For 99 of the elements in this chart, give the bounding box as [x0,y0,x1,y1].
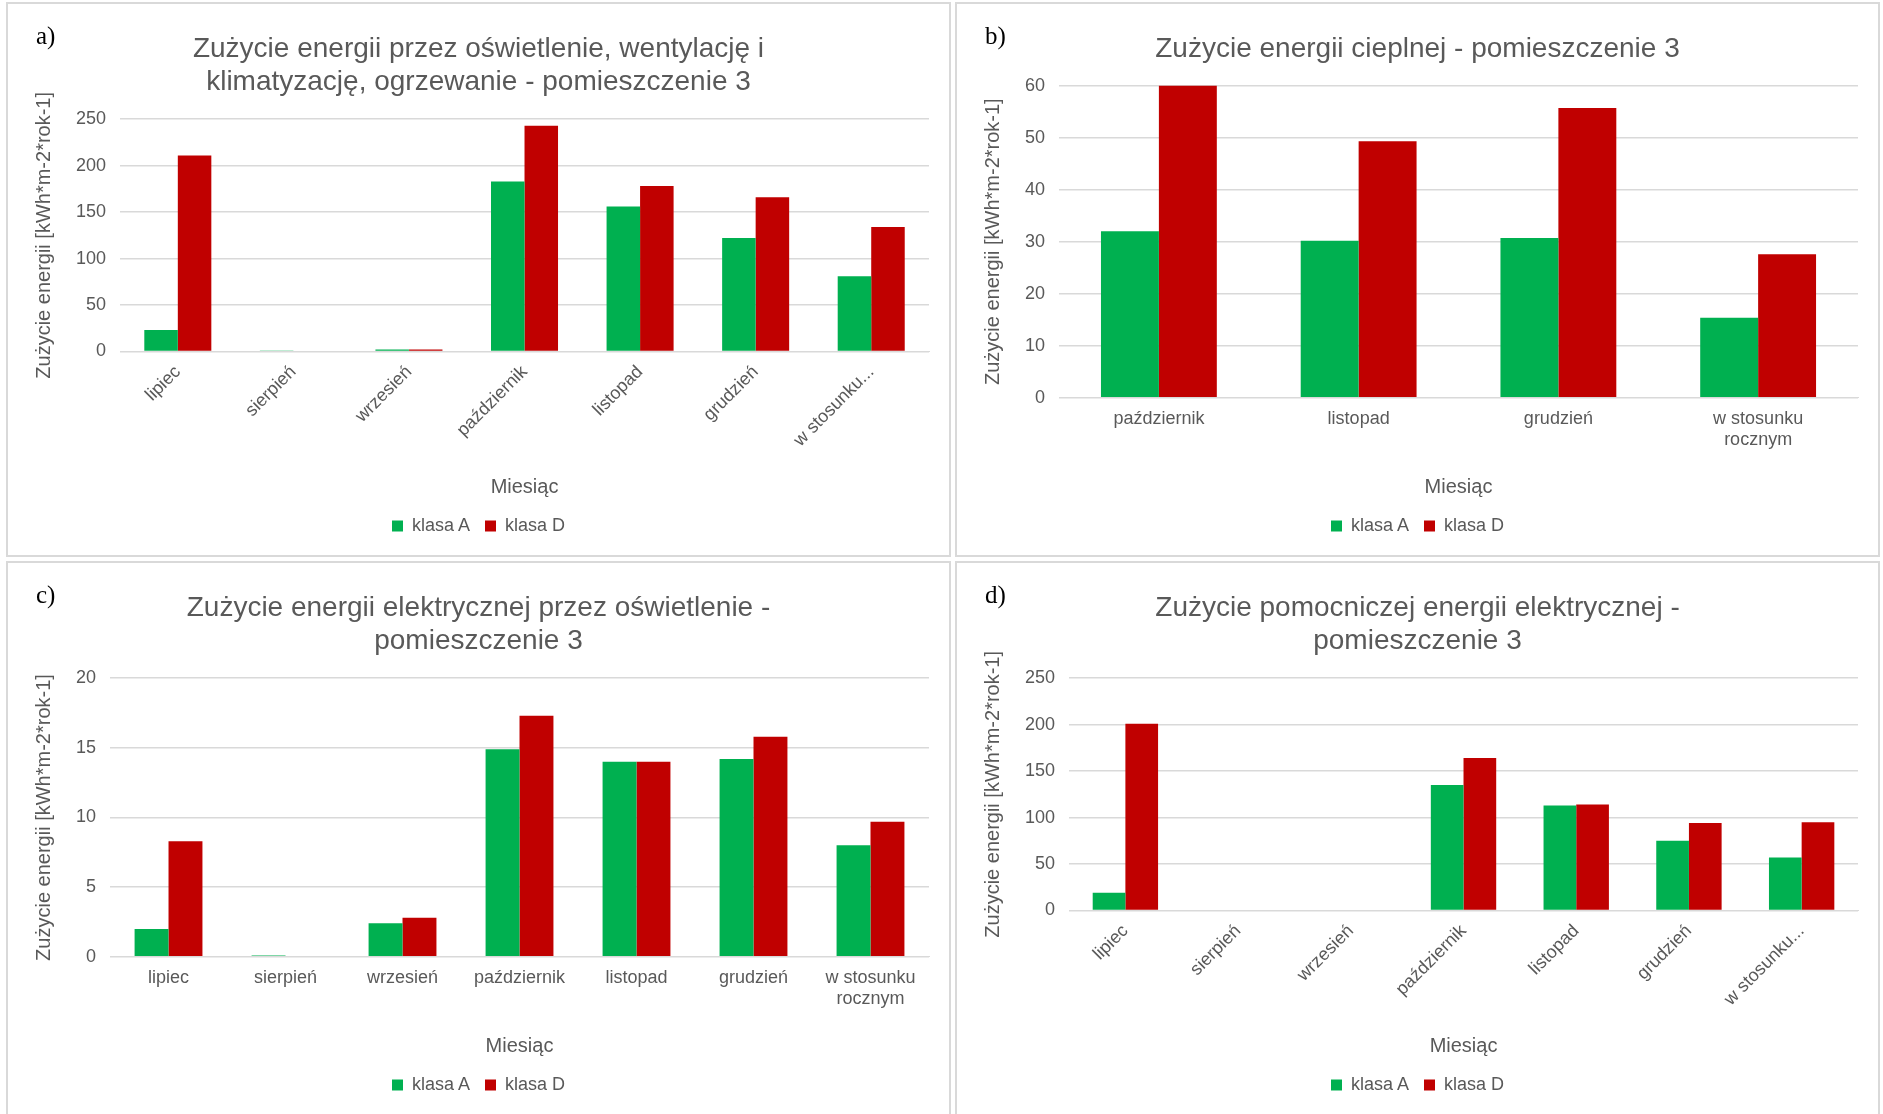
y-axis-title: Zużycie energii [kWh*m-2*rok-1] [31,91,54,379]
bar [1576,804,1609,910]
x-tick-label: grudzień [1523,407,1593,428]
text: d) [985,581,1006,609]
bar [870,821,905,957]
y-tick-label: 10 [1024,334,1046,355]
bar [837,276,872,351]
bar [1100,231,1159,398]
chart-title: Zużycie energii elektrycznej przez oświetlenie - pomieszczenie 3 [186,590,771,656]
bar [836,845,871,957]
y-tick-label: 20 [1024,282,1046,303]
bar [753,736,788,957]
bar [1092,892,1126,910]
legend-label: klasa D [1444,514,1505,535]
bar [1543,805,1577,910]
bar [1125,723,1159,910]
bar [1558,107,1617,398]
bar [602,761,637,957]
bar [719,758,754,957]
x-tick-label: październik [473,966,567,987]
bar [1358,141,1417,398]
bar [640,186,674,351]
text: c) [36,581,56,609]
x-tick-label: sierpień [253,966,318,987]
bar [1758,254,1817,398]
y-tick-label: 50 [1024,126,1046,147]
chart-title: Zużycie energii przez oświetlenie, wentylację i klimatyzację, ogrzewanie - pomieszczenie 3 [192,31,765,97]
y-tick-label: 250 [1024,667,1056,688]
bar [1656,840,1689,910]
bar [722,238,756,351]
y-tick-label: 0 [1045,899,1056,920]
text: b) [985,22,1006,50]
bar [755,197,790,351]
y-tick-label: 0 [1035,386,1046,407]
bar [1700,317,1759,398]
x-tick-label: listopad [605,966,668,987]
y-tick-label: 0 [96,340,107,361]
y-tick-label: 100 [1024,806,1056,827]
y-tick-label: 150 [75,201,107,222]
bar [177,155,212,351]
legend-label: klasa D [505,1073,566,1094]
bar [1500,238,1559,398]
y-tick-label: 20 [75,667,97,688]
bar [1688,823,1722,910]
x-axis-title: Miesiąc [485,1033,554,1056]
y-tick-label: 50 [1035,852,1056,873]
bar [168,841,203,957]
bar [606,206,641,351]
y-tick-label: 40 [1024,178,1046,199]
x-axis-title: Miesiąc [1429,1033,1498,1056]
legend-label: klasa A [411,1073,471,1094]
y-tick-label: 60 [1024,74,1046,95]
y-axis-title: Zużycie energii [kWh*m-2*rok-1] [31,674,54,961]
x-tick-label: lipiec [148,966,190,987]
y-tick-label: 5 [86,876,97,897]
y-tick-label: 100 [75,247,107,268]
x-tick-label: w stosunku rocznym [824,966,916,1009]
y-tick-label: 150 [1024,760,1056,781]
y-axis-title: Zużycie energii [kWh*m-2*rok-1] [980,98,1003,386]
bar [1300,240,1359,398]
y-tick-label: 0 [86,945,97,966]
bar [1768,857,1802,910]
bar [144,330,178,351]
chart-title: Zużycie energii cieplnej - pomieszczenie 3 [1155,31,1680,63]
x-tick-label: październik [1113,407,1206,428]
bar [636,761,671,957]
bar [519,715,554,957]
y-tick-label: 30 [1024,230,1046,251]
bar [871,226,905,351]
x-axis-title: Miesiąc [1424,474,1493,497]
text: a) [36,22,56,50]
legend-label: klasa D [1444,1073,1505,1094]
bar [491,181,525,351]
legend-label: klasa A [411,514,471,535]
legend-label: klasa A [1350,1073,1410,1094]
x-tick-label: wrzesień [366,966,439,987]
bar [1158,85,1217,398]
bar [1430,785,1464,910]
y-tick-label: 10 [75,806,97,827]
x-tick-label: w stosunku rocznym [1712,407,1804,450]
bar [134,928,169,957]
y-axis-title: Zużycie energii [kWh*m-2*rok-1] [980,650,1003,938]
chart-title: Zużycie pomocniczej energii elektrycznej - pomieszczenie 3 [1155,590,1680,656]
y-tick-label: 250 [75,108,107,129]
x-tick-label: grudzień [718,966,789,987]
legend-label: klasa A [1350,514,1410,535]
x-axis-title: Miesiąc [490,474,559,497]
y-tick-label: 50 [86,293,107,314]
bar [368,923,403,957]
x-tick-label: listopad [1327,407,1390,428]
bar [485,749,520,957]
bar [524,125,559,351]
bar [1463,758,1497,910]
bar [402,917,437,957]
y-tick-label: 200 [1024,713,1056,734]
bar [1801,822,1835,910]
y-tick-label: 15 [75,736,97,757]
y-tick-label: 200 [75,154,107,175]
legend-label: klasa D [505,514,566,535]
